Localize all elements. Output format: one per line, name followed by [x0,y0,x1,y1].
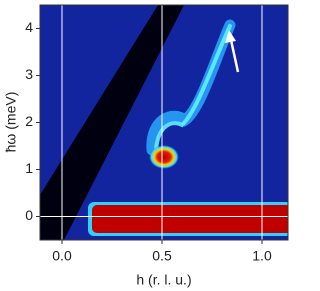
y-axis-label: ħω (meV) [3,92,19,153]
x-tick-label: 1.0 [252,248,272,264]
x-tick-label: 0.0 [52,248,72,264]
intensity-map [40,5,288,240]
dark-band [40,5,184,240]
elastic-line [92,205,288,233]
y-tick-label: 3 [25,66,33,82]
y-tick-label: 2 [25,113,33,129]
y-tick-label: 1 [25,160,33,176]
x-axis-label: h (r. l. u.) [136,272,191,288]
x-tick-label: 0.5 [152,248,172,264]
chart: h (r. l. u.) ħω (meV) 0.0 0.5 1.0 0 1 2 3 4 [3,4,289,288]
y-tick-label: 0 [25,207,33,223]
arrow-head [225,30,236,43]
hot-spot [149,145,179,169]
arrow-shaft [229,39,240,73]
grid [40,5,288,240]
y-tick-label: 4 [25,19,33,35]
